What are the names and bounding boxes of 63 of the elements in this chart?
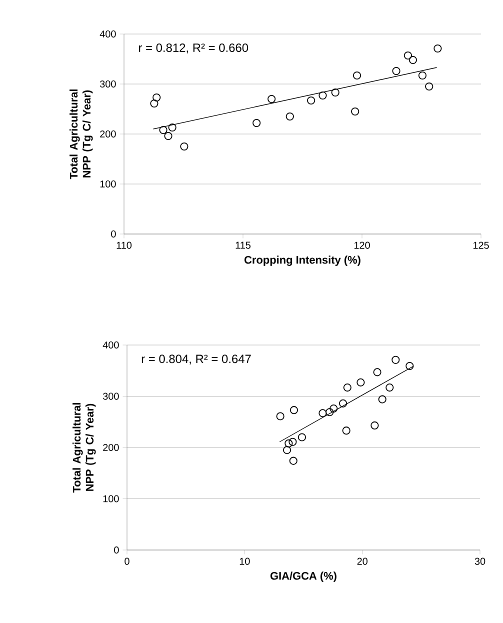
point: [276, 412, 284, 420]
y-axis-title: Total Agricultural NPP (Tg C/ Year): [70, 90, 93, 180]
y-tick-label: 400: [100, 30, 116, 38]
point: [330, 404, 338, 413]
point: [284, 439, 293, 448]
point: [289, 456, 298, 465]
point: [343, 384, 352, 392]
y-tick-label: 100: [103, 495, 119, 502]
annotation: r = 0.804, R² = 0.647: [142, 354, 251, 365]
point: [282, 446, 292, 454]
point: [318, 91, 327, 100]
point: [378, 395, 386, 404]
point: [356, 378, 365, 386]
point: [326, 408, 334, 416]
x-tick-label: 125: [473, 242, 489, 249]
point: [307, 96, 316, 105]
point: [339, 399, 348, 408]
y-tick-label: 200: [103, 444, 119, 452]
point: [150, 99, 158, 108]
x-tick-label: 120: [354, 242, 370, 249]
y-tick-label: 300: [100, 80, 116, 88]
x-tick-label: 110: [116, 242, 132, 249]
point: [164, 132, 172, 140]
point: [252, 118, 261, 128]
x-axis-title: Cropping Intensity (%): [244, 256, 360, 266]
point: [370, 421, 379, 430]
point: [351, 107, 360, 116]
point: [290, 406, 298, 414]
point: [286, 112, 294, 121]
y-tick-label: 200: [100, 130, 116, 138]
y-tick-label: 0: [114, 546, 119, 554]
point: [318, 409, 327, 418]
point: [168, 123, 176, 132]
point: [386, 384, 394, 392]
x-axis-title: GIA/GCA (%): [270, 572, 336, 582]
x-tick-label: 30: [474, 558, 486, 565]
point: [180, 142, 188, 151]
point: [288, 438, 297, 446]
point: [425, 82, 434, 91]
y-tick-label: 100: [100, 180, 116, 188]
point: [392, 356, 400, 364]
point: [408, 56, 417, 64]
x-tick-label: 20: [357, 558, 368, 565]
point: [434, 44, 442, 53]
y-tick-label: 0: [111, 230, 116, 238]
y-tick-label: 300: [102, 392, 119, 400]
point: [159, 126, 168, 134]
point: [418, 71, 426, 80]
point: [392, 66, 400, 76]
point: [342, 426, 350, 435]
point: [404, 51, 412, 60]
annotation: r = 0.812, R² = 0.660: [139, 44, 248, 54]
y-tick-label: 400: [102, 341, 119, 349]
point: [298, 433, 306, 442]
point: [268, 94, 276, 104]
x-tick-label: 10: [240, 558, 250, 565]
point: [331, 88, 340, 97]
point: [373, 368, 382, 376]
x-tick-label: 115: [236, 242, 251, 249]
point: [152, 93, 161, 102]
y-axis-title: Total Agricultural NPP (Tg C/ Year): [72, 403, 96, 493]
point: [352, 71, 362, 80]
x-tick-label: 0: [124, 558, 130, 565]
